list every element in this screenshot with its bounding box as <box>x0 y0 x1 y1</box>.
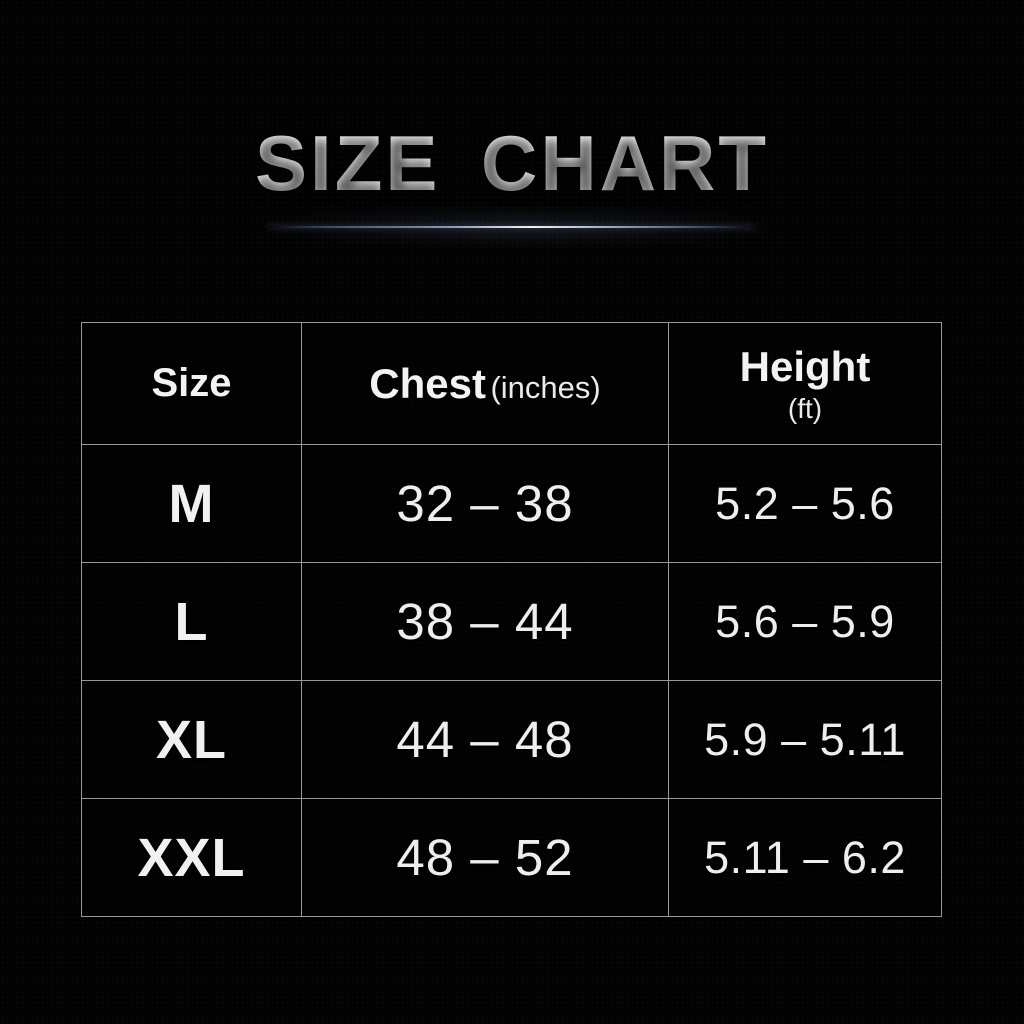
table-row: XXL 48 – 52 5.11 – 6.2 <box>81 798 942 917</box>
table-row: L 38 – 44 5.6 – 5.9 <box>81 562 942 681</box>
header-chest-label: Chest <box>369 359 486 407</box>
chest-range: 38 – 44 <box>301 562 669 681</box>
header-height-label: Height <box>739 342 871 390</box>
size-value: L <box>81 562 302 681</box>
height-range: 5.9 – 5.11 <box>668 680 942 799</box>
height-range: 5.11 – 6.2 <box>668 798 942 917</box>
chest-range: 44 – 48 <box>301 680 669 799</box>
header-size: Size <box>81 322 302 445</box>
title-divider <box>268 226 754 228</box>
page-title: SIZE CHART <box>0 118 1024 209</box>
header-chest-unit: (inches) <box>490 369 601 405</box>
size-value: XXL <box>81 798 302 917</box>
header-height: Height (ft) <box>668 322 942 445</box>
table-header-row: Size Chest (inches) Height (ft) <box>81 322 942 445</box>
chest-range: 32 – 38 <box>301 444 669 563</box>
header-height-unit: (ft) <box>787 392 823 424</box>
size-value: M <box>81 444 302 563</box>
height-range: 5.2 – 5.6 <box>668 444 942 563</box>
size-chart-table: Size Chest (inches) Height (ft) M 32 – 3… <box>81 322 942 917</box>
chest-range: 48 – 52 <box>301 798 669 917</box>
height-range: 5.6 – 5.9 <box>668 562 942 681</box>
header-chest: Chest (inches) <box>301 322 669 445</box>
size-value: XL <box>81 680 302 799</box>
table-row: XL 44 – 48 5.9 – 5.11 <box>81 680 942 799</box>
header-size-label: Size <box>151 361 232 405</box>
table-row: M 32 – 38 5.2 – 5.6 <box>81 444 942 563</box>
